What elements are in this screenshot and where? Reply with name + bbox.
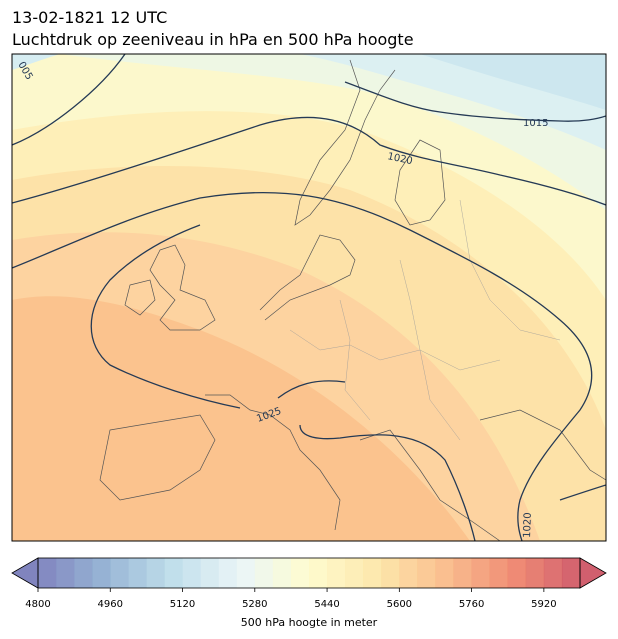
colorbar-segment — [309, 558, 328, 588]
colorbar-segment — [38, 558, 57, 588]
colorbar-segment — [236, 558, 256, 588]
colorbar-tick-label: 5600 — [387, 599, 412, 610]
colorbar-segment — [128, 558, 147, 588]
colorbar-segment — [164, 558, 183, 588]
colorbar-segment — [345, 558, 364, 588]
colorbar-segment — [507, 558, 527, 588]
isobars — [12, 54, 606, 541]
colorbar-segment — [272, 558, 292, 588]
colorbar-segment — [110, 558, 129, 588]
colorbar-segment — [146, 558, 165, 588]
colorbar-segment — [417, 558, 436, 588]
height-band — [420, 54, 606, 110]
colorbar-tick-label: 5920 — [531, 599, 556, 610]
colorbar-segment — [525, 558, 545, 588]
colorbar-label: 500 hPa hoogte in meter — [241, 616, 378, 629]
contour-label: 1015 — [523, 118, 548, 129]
height-band — [12, 54, 60, 70]
map-frame — [11, 53, 607, 542]
map-area: 005 1015 1020 1025 1020 — [12, 54, 606, 541]
colorbar-segment — [182, 558, 201, 588]
colorbar-segment — [453, 558, 472, 588]
colorbar-segment — [56, 558, 75, 588]
colorbar-segment — [218, 558, 238, 588]
map-title: 13-02-1821 12 UTC — [12, 8, 168, 27]
colorbar-tick-label: 4800 — [25, 599, 50, 610]
colorbar-tick-label: 5440 — [314, 599, 339, 610]
colorbar-segment — [254, 558, 274, 588]
borders — [289, 199, 561, 441]
colorbar-segment — [435, 558, 454, 588]
colorbar-segment — [92, 558, 111, 588]
colorbar-tick-label: 5760 — [459, 599, 484, 610]
colorbar-extend-high — [579, 557, 607, 589]
coastlines — [99, 59, 606, 541]
colorbar-segment — [200, 558, 219, 588]
colorbar-segment — [290, 558, 310, 588]
colorbar-segment — [489, 558, 509, 588]
colorbar-segment — [327, 558, 346, 588]
map-subtitle: Luchtdruk op zeeniveau in hPa en 500 hPa… — [12, 30, 414, 49]
colorbar-segment — [561, 558, 581, 588]
colorbar-segment — [543, 558, 563, 588]
contour-label: 1020 — [522, 512, 534, 538]
colorbar-tick-label: 4960 — [98, 599, 123, 610]
colorbar-frame — [37, 557, 581, 589]
colorbar-segment — [399, 558, 418, 588]
colorbar-tick-label: 5280 — [242, 599, 267, 610]
colorbar-segment — [381, 558, 400, 588]
colorbar-tick-label: 5120 — [170, 599, 195, 610]
colorbar: 4800 4960 5120 5280 5440 5600 5760 5920 — [11, 557, 607, 610]
colorbar-segment — [471, 558, 490, 588]
colorbar-extend-low — [11, 557, 39, 589]
colorbar-segment — [74, 558, 93, 588]
colorbar-segment — [363, 558, 382, 588]
contour-label: 1020 — [386, 151, 413, 167]
